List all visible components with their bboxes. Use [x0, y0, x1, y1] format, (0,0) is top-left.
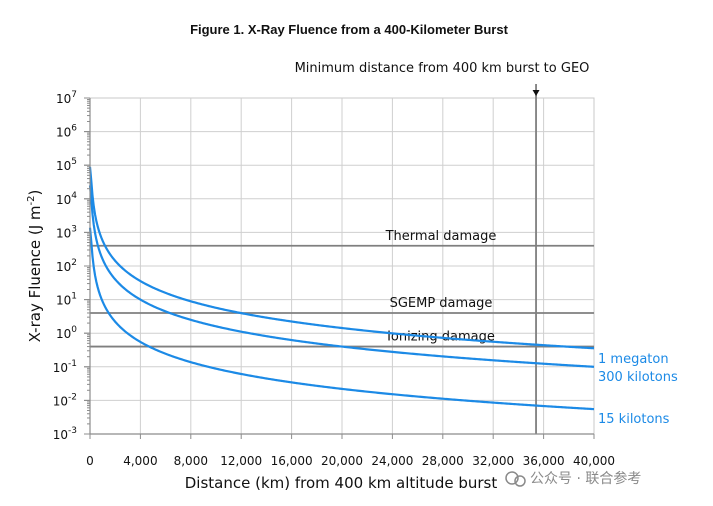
watermark: 公众号 · 联合参考 — [505, 470, 641, 487]
y-tick-label: 106 — [56, 124, 77, 140]
series-line — [88, 166, 595, 350]
y-axis-label-main: X-ray Fluence (J m — [26, 205, 44, 342]
y-tick-label: 10-1 — [53, 359, 77, 375]
x-tick-label: 4,000 — [123, 454, 157, 468]
x-tick-label: 32,000 — [472, 454, 514, 468]
geo-marker: Minimum distance from 400 km burst to GE… — [295, 61, 590, 434]
threshold-label: SGEMP damage — [390, 296, 493, 311]
x-tick-label: 36,000 — [523, 454, 565, 468]
wechat-icon-bubble — [514, 475, 526, 487]
y-tick-label: 104 — [56, 191, 77, 207]
x-tick-label: 0 — [86, 454, 94, 468]
x-axis-label: Distance (km) from 400 km altitude burst — [185, 474, 498, 492]
series-label: 300 kilotons — [598, 370, 678, 385]
y-tick-label: 101 — [56, 292, 77, 308]
y-tick-label: 10-3 — [53, 426, 77, 442]
series-line — [88, 185, 595, 368]
x-tick-label: 12,000 — [220, 454, 262, 468]
series-label: 1 megaton — [598, 352, 669, 367]
y-tick-label: 107 — [56, 90, 77, 106]
x-tick-label: 20,000 — [321, 454, 363, 468]
y-tick-label: 100 — [56, 325, 77, 341]
chart-title: Figure 1. X-Ray Fluence from a 400-Kilom… — [190, 22, 509, 37]
x-tick-label: 16,000 — [271, 454, 313, 468]
threshold-label: Thermal damage — [385, 229, 497, 244]
series-lines: 1 megaton 300 kilotons 15 kilotons — [88, 166, 678, 427]
geo-marker-label: Minimum distance from 400 km burst to GE… — [295, 61, 590, 76]
wechat-icon — [505, 471, 519, 485]
y-axis-label-sup: -2 — [26, 195, 37, 205]
x-tick-label: 40,000 — [573, 454, 615, 468]
axes — [84, 97, 595, 439]
y-axis-label-close: ) — [26, 190, 44, 196]
y-tick-label: 105 — [56, 157, 77, 173]
grid — [90, 98, 594, 434]
tick-labels: 0 4,000 8,000 12,000 16,000 20,000 24,000 28,00… — [53, 90, 615, 468]
geo-marker-arrow — [532, 90, 540, 96]
x-tick-label: 8,000 — [174, 454, 208, 468]
x-tick-label: 28,000 — [422, 454, 464, 468]
x-tick-label: 24,000 — [371, 454, 413, 468]
series-label: 15 kilotons — [598, 412, 670, 427]
y-tick-label: 10-2 — [53, 392, 77, 408]
y-tick-label: 103 — [56, 224, 77, 240]
y-axis-label: X-ray Fluence (J m-2) — [26, 190, 44, 343]
watermark-text: 公众号 · 联合参考 — [530, 470, 641, 487]
y-tick-label: 102 — [56, 258, 77, 274]
series-line — [88, 227, 595, 411]
